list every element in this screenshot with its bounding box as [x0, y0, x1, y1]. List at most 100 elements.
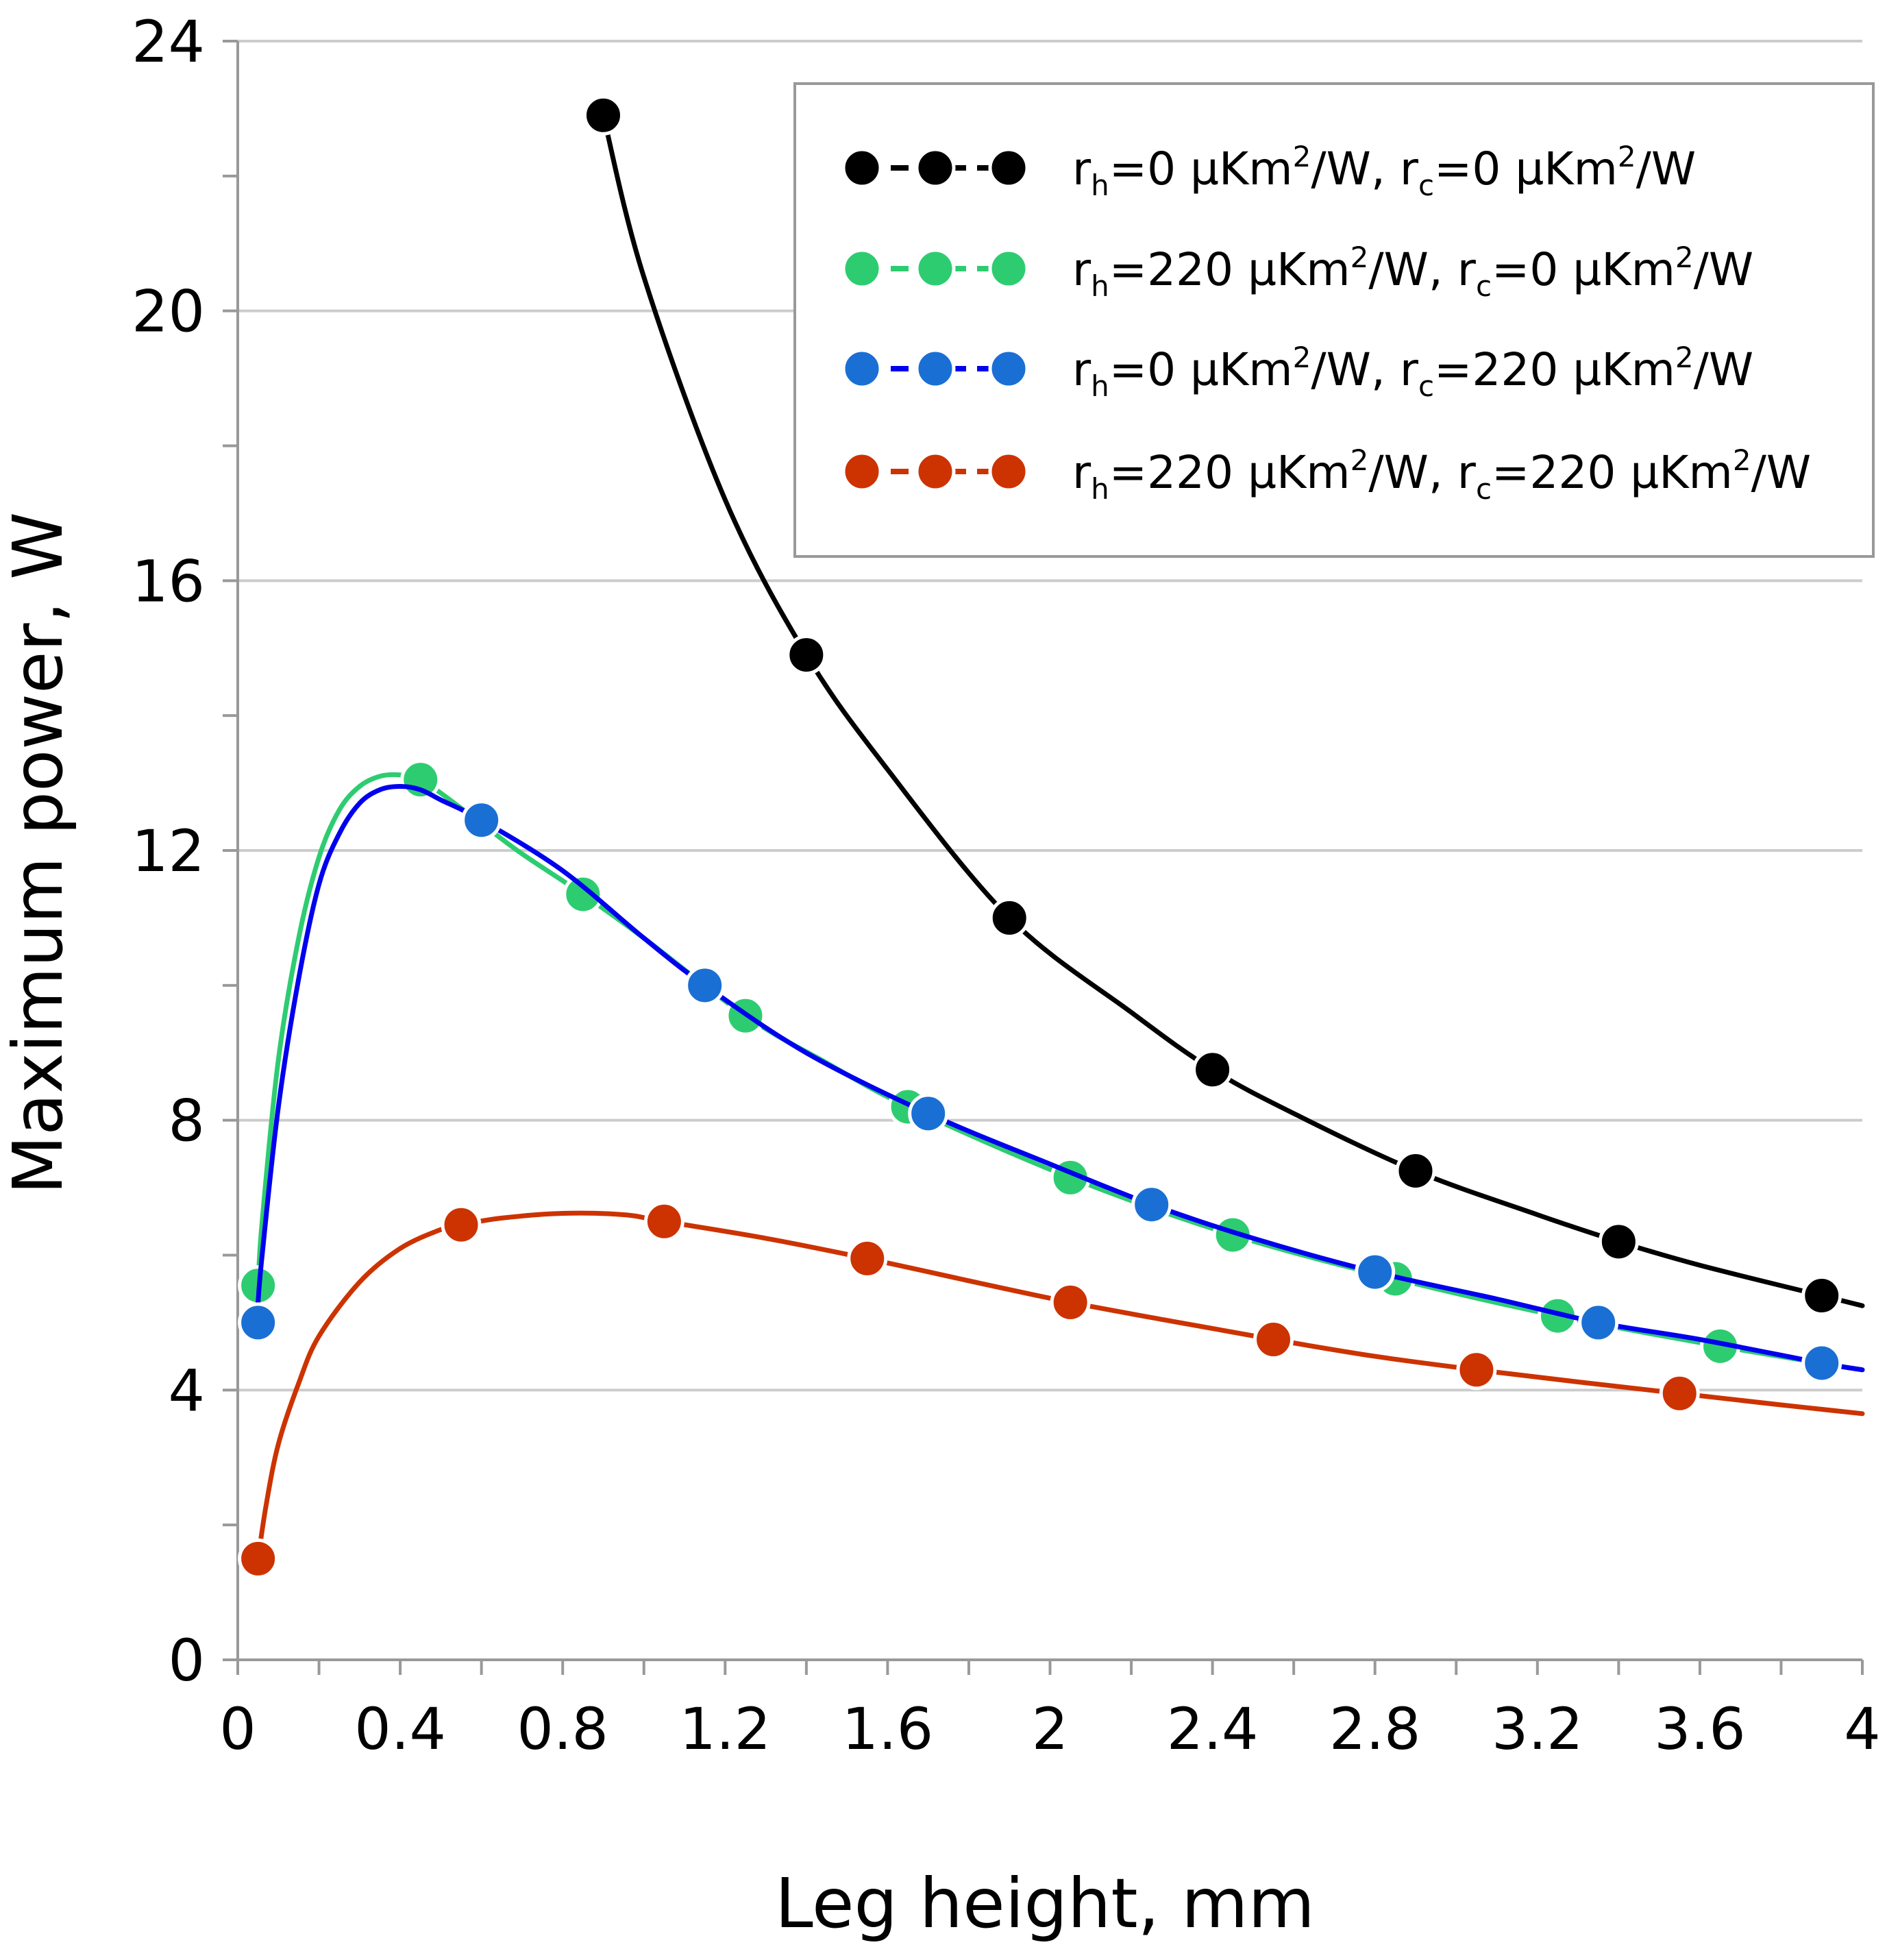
legend-label-subscript: h	[1091, 472, 1109, 506]
legend-entry: rh=220 µKm2/W, rc=0 µKm2/W	[841, 241, 1753, 303]
series-1	[238, 759, 1865, 1373]
legend-box	[793, 82, 1875, 558]
legend-entry: rh=0 µKm2/W, rc=0 µKm2/W	[841, 140, 1696, 202]
x-axis-title: Leg height, mm	[775, 1863, 1315, 1944]
x-tick-label: 4	[1844, 1695, 1880, 1763]
legend-label-subscript: h	[1091, 169, 1109, 202]
data-point	[563, 874, 604, 915]
legend-label-text: /W,	[1368, 243, 1457, 296]
legend-label-text: /W,	[1311, 143, 1399, 195]
legend-marker	[915, 147, 956, 188]
legend-label-symbol: r	[1072, 243, 1092, 296]
legend-label-text: =220 µKm	[1434, 343, 1675, 396]
legend-marker	[988, 147, 1029, 188]
series-3	[238, 1201, 1865, 1579]
y-tick-label: 12	[132, 818, 205, 885]
legend-label-superscript: 2	[1675, 341, 1694, 374]
data-point	[238, 1538, 279, 1579]
legend-label: rh=220 µKm2/W, rc=220 µKm2/W	[1072, 443, 1811, 506]
series-2	[238, 784, 1865, 1384]
data-point	[461, 800, 502, 841]
legend-label-text: /W	[1694, 343, 1754, 396]
legend-label-text: =220 µKm	[1492, 446, 1733, 499]
legend: rh=0 µKm2/W, rc=0 µKm2/Wrh=220 µKm2/W, r…	[793, 82, 1875, 558]
y-tick-label: 16	[132, 548, 205, 615]
legend-label-symbol: r	[1457, 446, 1477, 499]
legend-label-symbol: r	[1400, 143, 1419, 195]
legend-label-text: =0 µKm	[1109, 143, 1293, 195]
legend-label-text: /W,	[1311, 343, 1399, 396]
data-point	[1192, 1049, 1233, 1090]
data-point	[1131, 1184, 1172, 1225]
x-tick-label: 2	[1032, 1695, 1068, 1763]
data-point	[1578, 1302, 1619, 1343]
legend-label-symbol: r	[1457, 243, 1477, 296]
y-tick-label: 8	[169, 1088, 205, 1155]
y-tick-label: 20	[132, 278, 205, 345]
series-0	[582, 95, 1865, 1316]
data-point	[1050, 1282, 1091, 1323]
legend-entry: rh=220 µKm2/W, rc=220 µKm2/W	[841, 443, 1811, 506]
x-tick-label: 3.6	[1654, 1695, 1746, 1763]
data-point	[684, 965, 726, 1006]
legend-label: rh=0 µKm2/W, rc=0 µKm2/W	[1072, 140, 1696, 202]
legend-label-superscript: 2	[1293, 140, 1311, 173]
legend-marker	[988, 348, 1029, 389]
legend-label-subscript: h	[1091, 369, 1109, 403]
x-tick-label: 0.4	[354, 1695, 446, 1763]
x-tick-label: 1.6	[842, 1695, 934, 1763]
legend-marker	[841, 451, 883, 492]
data-point	[400, 759, 441, 800]
legend-label-text: /W	[1751, 446, 1812, 499]
legend-marker	[915, 451, 956, 492]
legend-label-subscript: c	[1476, 269, 1492, 303]
legend-label-text: =220 µKm	[1109, 446, 1350, 499]
legend-label-superscript: 2	[1350, 443, 1369, 477]
x-tick-label: 2.4	[1167, 1695, 1259, 1763]
data-point	[1395, 1150, 1436, 1191]
data-point	[1801, 1275, 1842, 1316]
x-tick-label: 2.8	[1329, 1695, 1421, 1763]
data-point	[1212, 1214, 1253, 1255]
legend-marker	[841, 348, 883, 389]
data-point	[643, 1201, 684, 1242]
legend-label-subscript: c	[1418, 169, 1434, 202]
data-point	[989, 897, 1030, 938]
data-point	[238, 1302, 279, 1343]
y-tick-label: 24	[132, 8, 205, 75]
data-point	[441, 1204, 482, 1245]
legend-label-subscript: c	[1418, 369, 1434, 403]
x-tick-labels: 0 0.4 0.8 1.2 1.6 2 2.4 2.8 3.2 3.6 4	[219, 1695, 1880, 1763]
data-point	[1456, 1349, 1497, 1391]
data-point	[582, 95, 624, 136]
data-point	[847, 1238, 888, 1279]
legend-label-text: /W	[1636, 143, 1697, 195]
series-line	[256, 1210, 1865, 1561]
x-tick-label: 1.2	[680, 1695, 772, 1763]
legend-marker	[915, 248, 956, 289]
x-tick-label: 0.8	[517, 1695, 608, 1763]
legend-marker	[841, 248, 883, 289]
legend-label-text: /W,	[1368, 446, 1457, 499]
data-point	[1253, 1319, 1294, 1360]
legend-marker	[988, 248, 1029, 289]
data-point	[786, 635, 827, 676]
data-point	[1801, 1343, 1842, 1384]
legend-label-symbol: r	[1072, 446, 1092, 499]
axes	[223, 40, 1864, 1675]
series-line	[256, 772, 1865, 1373]
legend-label-symbol: r	[1072, 343, 1092, 396]
legend-entry: rh=0 µKm2/W, rc=220 µKm2/W	[841, 341, 1754, 403]
x-tick-label: 3.2	[1492, 1695, 1583, 1763]
series-line	[256, 784, 1865, 1373]
legend-label-superscript: 2	[1675, 241, 1694, 274]
legend-label-text: =0 µKm	[1109, 343, 1293, 396]
y-tick-labels: 0 4 8 12 16 20 24	[132, 8, 205, 1694]
legend-label-superscript: 2	[1350, 241, 1369, 274]
legend-label-superscript: 2	[1618, 140, 1636, 173]
data-point	[1355, 1251, 1396, 1293]
legend-label-text: =0 µKm	[1492, 243, 1675, 296]
legend-label-subscript: c	[1476, 472, 1492, 506]
data-point	[1659, 1373, 1700, 1414]
